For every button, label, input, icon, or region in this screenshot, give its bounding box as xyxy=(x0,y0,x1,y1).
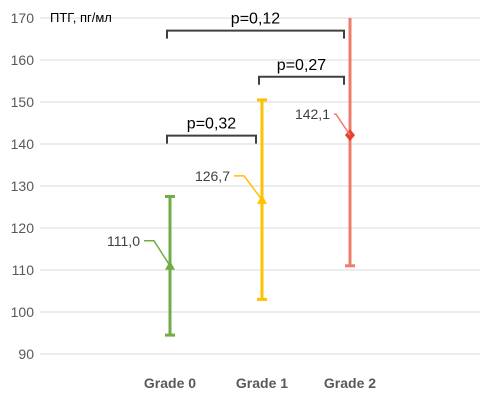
p-value-label: p=0,12 xyxy=(231,11,280,28)
value-label-leader-2 xyxy=(334,113,351,136)
x-axis-category-labels: Grade 0 Grade 1 Grade 2 xyxy=(144,375,376,391)
y-tick-label-160: 160 xyxy=(11,52,35,68)
value-label-1: 126,7 xyxy=(195,168,230,184)
value-label-leader-0 xyxy=(144,240,171,267)
p-value-label: p=0,32 xyxy=(187,116,236,133)
y-tick-label-120: 120 xyxy=(11,220,35,236)
y-tick-label-130: 130 xyxy=(11,178,35,194)
bracket-line xyxy=(258,75,345,85)
value-label-leader-1 xyxy=(234,175,263,201)
bracket-2: p=0,12 xyxy=(166,11,345,39)
value-label-2: 142,1 xyxy=(295,106,330,122)
y-tick-label-100: 100 xyxy=(11,304,35,320)
grid-layer xyxy=(40,17,480,355)
y-axis-label: ПТГ, пг/мл xyxy=(50,10,112,25)
y-tick-label-140: 140 xyxy=(11,136,35,152)
x-category-label-2: Grade 2 xyxy=(324,375,376,391)
bracket-line xyxy=(166,29,345,39)
error-bars xyxy=(165,18,355,337)
y-tick-label-90: 90 xyxy=(18,346,34,362)
bracket-line xyxy=(166,134,257,144)
y-tick-label-170: 170 xyxy=(11,10,35,26)
error-bar-grade-2 xyxy=(345,18,355,268)
x-category-label-1: Grade 1 xyxy=(236,375,288,391)
bracket-0: p=0,32 xyxy=(166,116,257,144)
bracket-1: p=0,27 xyxy=(258,57,345,85)
p-value-label: p=0,27 xyxy=(277,57,326,74)
value-labels: 111,0 126,7 142,1 xyxy=(107,106,351,267)
value-label-0: 111,0 xyxy=(107,233,140,249)
significance-brackets: p=0,32 p=0,27 p=0,12 xyxy=(166,11,345,144)
x-category-label-0: Grade 0 xyxy=(144,375,196,391)
y-tick-label-110: 110 xyxy=(12,262,35,278)
y-axis-tick-labels: 90 100 110 120 130 140 150 160 170 xyxy=(11,10,35,362)
y-tick-label-150: 150 xyxy=(11,94,35,110)
